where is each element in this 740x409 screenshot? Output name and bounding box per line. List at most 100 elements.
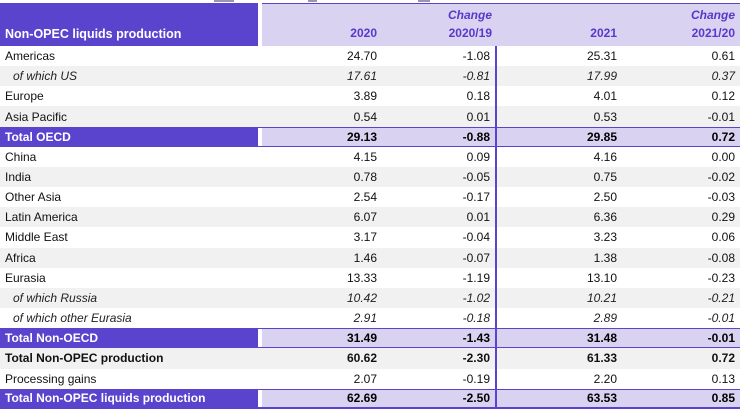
row-label: Total Non-OPEC liquids production (0, 389, 262, 407)
change-2020-19: -1.02 (382, 287, 497, 309)
change-2020-19: -0.05 (382, 166, 497, 188)
change-2021-20: -0.01 (622, 329, 740, 348)
change-2020-19: -0.07 (382, 247, 497, 268)
value-2021: 4.16 (593, 149, 617, 164)
value-2021: 31.48 (497, 329, 622, 348)
change-2020-19: 0.01 (382, 207, 497, 228)
change-2020-19: -0.88 (382, 127, 497, 146)
col-header-change1-topline: Change (447, 8, 492, 23)
change-2021-20: 0.85 (622, 389, 740, 407)
col-header-2020: 2020 (262, 4, 382, 46)
value-2021: 2.50 (593, 190, 617, 205)
change-2021-20: 0.12 (711, 89, 735, 104)
table-row: Africa 1.46 -0.07 1.38 -0.08 (0, 247, 740, 268)
change-2021-20: 0.72 (711, 351, 735, 366)
value-2020: 60.62 (346, 351, 377, 366)
row-label: of which Russia (13, 290, 98, 305)
change-2021-20: 0.29 (711, 210, 735, 225)
value-2020: 4.15 (353, 149, 377, 164)
table-body: Americas 24.70 -1.08 25.31 0.61 of which… (0, 46, 740, 409)
table-row: Total Non-OPEC production 60.62 -2.30 61… (0, 348, 740, 369)
cropped-text-fragment (214, 0, 234, 2)
cropped-text-fragment (418, 0, 430, 2)
change-2020-19: -1.43 (382, 329, 497, 348)
value-2021: 0.75 (593, 170, 617, 185)
change-2021-20: -0.02 (707, 170, 735, 185)
table-row: of which other Eurasia 2.91 -0.18 2.89 -… (0, 308, 740, 329)
change-2020-19: -2.30 (382, 348, 497, 369)
value-2020: 62.69 (262, 389, 382, 407)
value-2021: 3.23 (593, 230, 617, 245)
value-2020: 10.42 (346, 290, 377, 305)
value-2021: 2.20 (593, 371, 617, 386)
col-header-change-2021-20: Change 2021/20 (622, 4, 740, 46)
col-header-change-2020-19: Change 2020/19 (382, 4, 497, 46)
change-2020-19: -0.19 (382, 368, 497, 389)
change-2020-19: -0.18 (382, 308, 497, 329)
table-row: India 0.78 -0.05 0.75 -0.02 (0, 166, 740, 188)
change-2020-19: -0.17 (382, 187, 497, 208)
change-2020-19: -0.04 (382, 227, 497, 248)
value-2020: 13.33 (346, 270, 377, 285)
table-row: Other Asia 2.54 -0.17 2.50 -0.03 (0, 187, 740, 208)
table-row: Eurasia 13.33 -1.19 13.10 -0.23 (0, 267, 740, 288)
col-header-2021: 2021 (497, 4, 622, 46)
change-2020-19: -0.81 (382, 66, 497, 87)
value-2021: 1.38 (593, 250, 617, 265)
change-2020-19: 0.09 (382, 146, 497, 167)
value-2020: 0.78 (353, 170, 377, 185)
value-2021: 0.53 (593, 109, 617, 124)
value-2020: 3.89 (353, 89, 377, 104)
table-row: Total Non-OPEC liquids production 62.69 … (0, 388, 740, 409)
row-label: Total Non-OECD (0, 329, 262, 348)
value-2020: 24.70 (346, 49, 377, 64)
table-row: Americas 24.70 -1.08 25.31 0.61 (0, 46, 740, 67)
change-2021-20: 0.72 (622, 127, 740, 146)
col-header-2020-label: 2020 (350, 25, 377, 40)
table-row: Latin America 6.07 0.01 6.36 0.29 (0, 207, 740, 228)
col-header-2021-label: 2021 (590, 25, 617, 40)
table-row: of which Russia 10.42 -1.02 10.21 -0.21 (0, 287, 740, 309)
change-2021-20: -0.03 (707, 190, 735, 205)
row-label: India (5, 170, 32, 185)
change-2020-19: -1.19 (382, 267, 497, 288)
change-2021-20: 0.06 (711, 230, 735, 245)
change-2020-19: -2.50 (382, 389, 497, 407)
change-2020-19: -1.08 (382, 46, 497, 67)
row-label: Americas (5, 49, 56, 64)
value-2021: 4.01 (593, 89, 617, 104)
table-row: Europe 3.89 0.18 4.01 0.12 (0, 86, 740, 107)
value-2021: 25.31 (586, 49, 617, 64)
change-2021-20: -0.01 (707, 311, 735, 326)
change-2021-20: 0.37 (711, 69, 735, 84)
row-label: Processing gains (5, 371, 97, 386)
row-label: Total Non-OPEC production (5, 351, 164, 366)
value-2020: 31.49 (262, 329, 382, 348)
row-label: Other Asia (5, 190, 62, 205)
change-2021-20: 0.00 (711, 149, 735, 164)
table-title-cell: Non-OPEC liquids production (0, 3, 262, 46)
table-row: Total OECD 29.13 -0.88 29.85 0.72 (0, 126, 740, 147)
change-2021-20: 0.13 (711, 371, 735, 386)
row-label: Africa (5, 250, 36, 265)
col-header-change2-label: 2021/20 (691, 25, 735, 40)
value-2020: 29.13 (262, 127, 382, 146)
row-label: China (5, 149, 37, 164)
value-2021: 6.36 (593, 210, 617, 225)
row-label: Total OECD (0, 127, 262, 146)
value-2020: 2.07 (353, 371, 377, 386)
row-label: Latin America (5, 210, 78, 225)
column-headers: 2020 Change 2020/19 2021 Change 2021/20 (262, 3, 740, 46)
value-2020: 17.61 (346, 69, 377, 84)
change-2021-20: -0.08 (707, 250, 735, 265)
row-label: of which other Eurasia (13, 311, 132, 326)
cropped-title-strip (0, 0, 740, 3)
value-2020: 1.46 (353, 250, 377, 265)
col-header-change2-topline: Change (690, 8, 735, 23)
row-label: Eurasia (5, 270, 46, 285)
col-header-change1-label: 2020/19 (448, 25, 492, 40)
table-row: Total Non-OECD 31.49 -1.43 31.48 -0.01 (0, 328, 740, 349)
change-2020-19: 0.18 (382, 86, 497, 107)
table-row: of which US 17.61 -0.81 17.99 0.37 (0, 66, 740, 87)
